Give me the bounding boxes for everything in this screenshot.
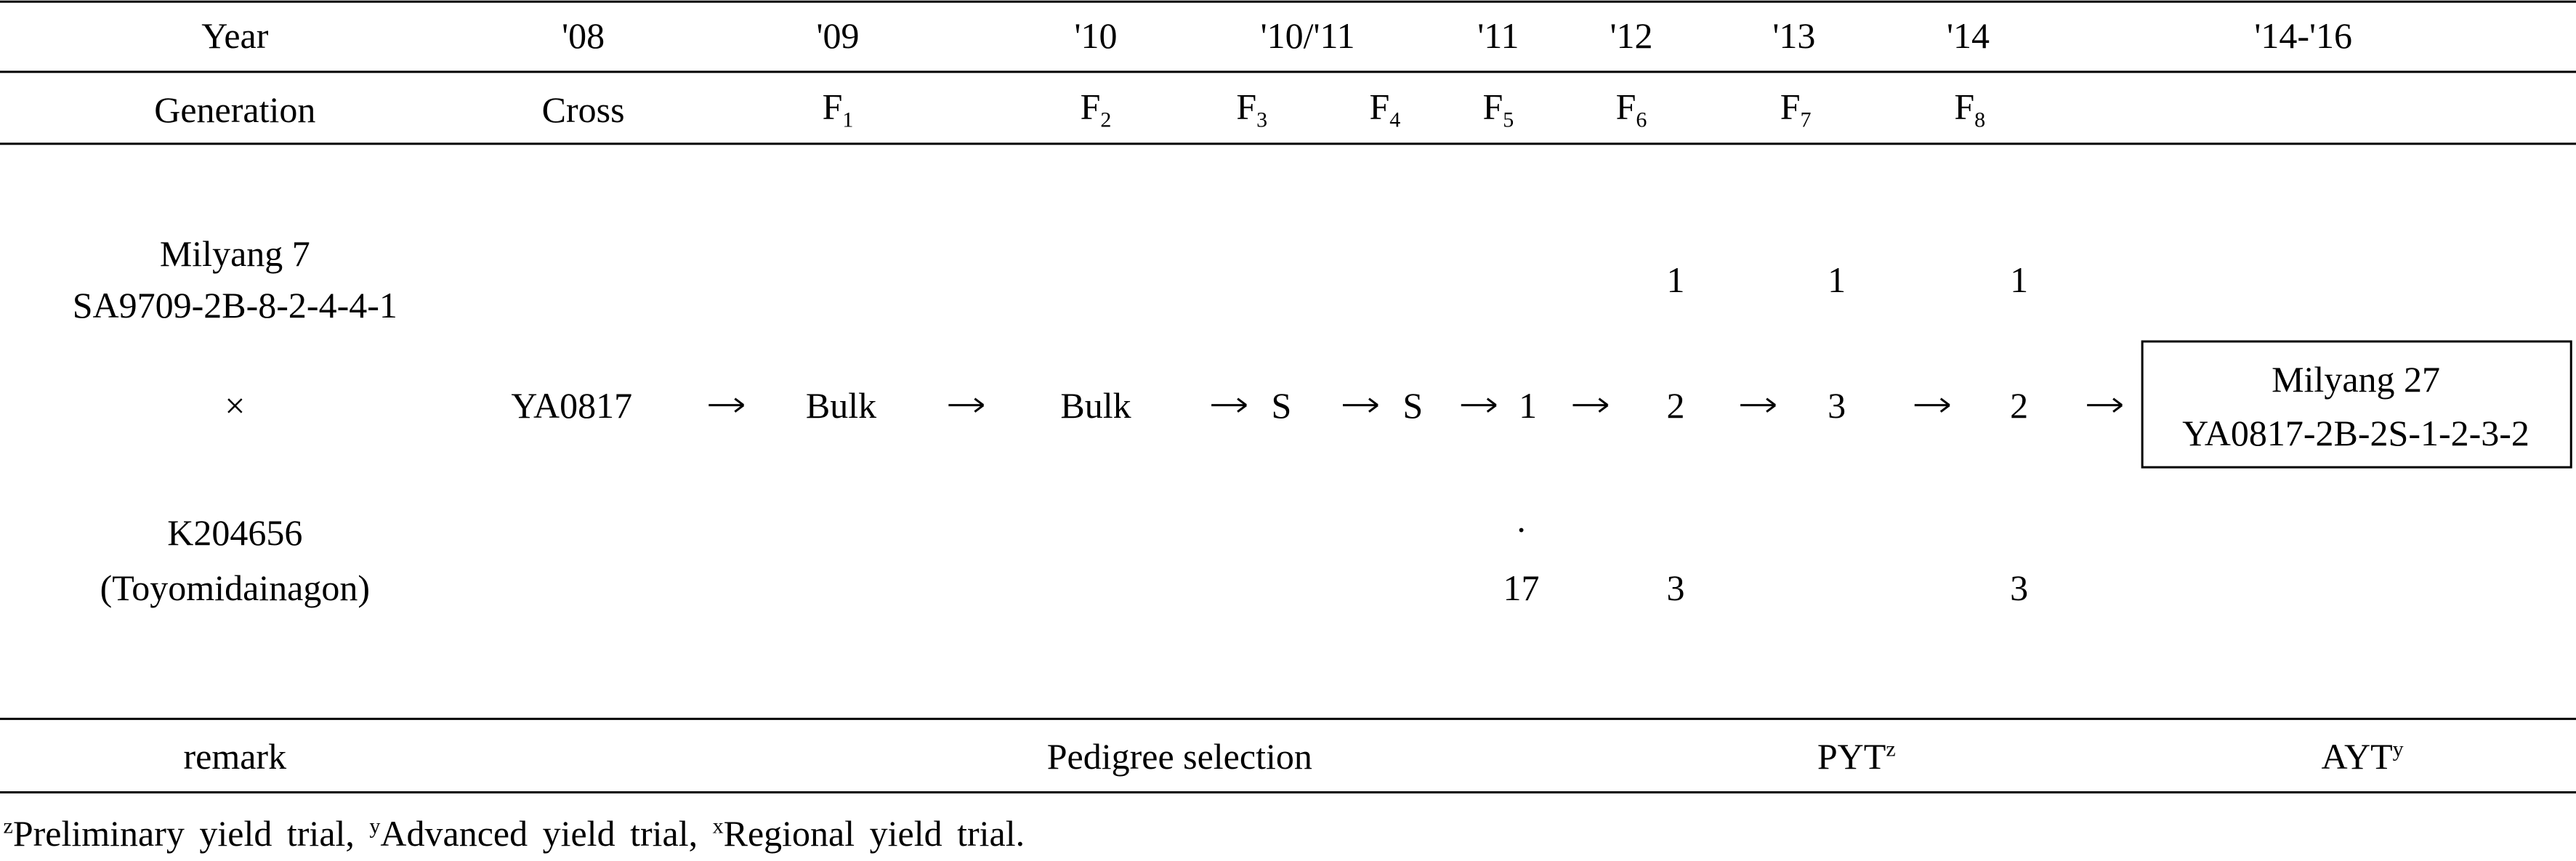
arrow-head	[974, 397, 985, 406]
arrow-head	[1237, 404, 1248, 413]
year: '14	[1946, 15, 1990, 57]
arrow-head	[1766, 397, 1777, 406]
generation-base: F	[1369, 86, 1390, 127]
footnote-text: Advanced yield trial,	[380, 812, 713, 854]
selected-lines: 1	[2010, 259, 2029, 300]
selected-lines: 3	[1666, 567, 1685, 609]
arrow-head	[2112, 397, 2123, 406]
year: '14-'16	[2254, 15, 2353, 57]
arrow-head	[1766, 404, 1777, 413]
year: '10	[1074, 15, 1118, 57]
year: '12	[1610, 15, 1653, 57]
generation-sub: 2	[1100, 108, 1112, 132]
arrow-head	[1237, 397, 1248, 406]
generation: F2	[1081, 88, 1112, 131]
selected-lines: 1	[1828, 259, 1846, 300]
flow-step: 3	[1828, 384, 1846, 426]
remark-text: AYT	[2321, 736, 2393, 777]
selected-lines: ·	[1515, 509, 1527, 550]
generation-sub: 6	[1636, 108, 1647, 132]
female-parent-line: SA9709-2B-8-2-4-4-1	[72, 285, 397, 326]
remark-sup: y	[2392, 737, 2404, 761]
arrow-head	[1939, 404, 1950, 413]
footnote: zPreliminary yield trial, yAdvanced yiel…	[4, 815, 1025, 852]
year: '10/'11	[1260, 15, 1355, 57]
remark-label: remark	[183, 736, 287, 777]
result-line: YA0817-2B-2S-1-2-3-2	[2182, 412, 2529, 453]
selected-lines: 3	[2010, 567, 2029, 609]
generation-sub: 4	[1389, 108, 1401, 132]
flow-step: YA0817	[511, 384, 633, 426]
footnote-mark: z	[3, 814, 13, 838]
flow-step: S	[1402, 384, 1424, 426]
year: '13	[1772, 15, 1816, 57]
generation-sub: 8	[1974, 108, 1986, 132]
result-box	[2141, 340, 2572, 469]
flow-step: Bulk	[805, 384, 877, 426]
generation-label: Generation	[154, 89, 316, 130]
result-name: Milyang 27	[2272, 358, 2441, 400]
remark-pyt: PYTz	[1817, 738, 1896, 775]
generation-base: F	[1780, 86, 1801, 127]
remark-text: PYT	[1817, 736, 1886, 777]
male-parent: K204656	[167, 512, 303, 554]
generation: F5	[1482, 88, 1514, 131]
arrow-head	[2112, 404, 2123, 413]
year: '08	[562, 15, 605, 57]
arrow-head	[1486, 404, 1497, 413]
remark-sup: z	[1886, 737, 1896, 761]
arrow-head	[1368, 397, 1378, 406]
year: '11	[1477, 15, 1519, 57]
year-label: Year	[201, 15, 269, 57]
generation: F1	[823, 88, 854, 131]
year: '09	[816, 15, 860, 57]
generation: F4	[1369, 88, 1400, 131]
generation-base: F	[1954, 86, 1975, 127]
arrow-head	[734, 404, 745, 413]
flow-step: 2	[2010, 384, 2029, 426]
generation-base: F	[822, 86, 843, 127]
arrow-head	[974, 404, 985, 413]
footnote-text: Regional yield trial.	[723, 812, 1025, 854]
arrow-head	[1598, 397, 1609, 406]
arrow-head	[1598, 404, 1609, 413]
generation-base: F	[1080, 86, 1101, 127]
remark-pedigree: Pedigree selection	[1046, 736, 1312, 777]
generation-sub: 1	[842, 108, 854, 132]
generation-sub: 3	[1256, 108, 1268, 132]
generation-base: F	[1236, 86, 1257, 127]
male-parent-line: (Toyomidainagon)	[100, 567, 371, 609]
selected-lines: 17	[1503, 567, 1540, 609]
arrow-head	[734, 397, 745, 406]
arrow-head	[1368, 404, 1378, 413]
remark-ayt: AYTy	[2321, 738, 2403, 775]
flow-step: 2	[1666, 384, 1685, 426]
generation: F8	[1954, 88, 1985, 131]
generation: Cross	[541, 89, 625, 130]
generation-base: F	[1615, 86, 1636, 127]
arrow-head	[1939, 397, 1950, 406]
footnote-mark: y	[369, 814, 381, 838]
generation-sub: 5	[1503, 108, 1514, 132]
flow-step: Bulk	[1060, 384, 1131, 426]
flow-step: 1	[1519, 384, 1538, 426]
generation: F6	[1616, 88, 1647, 131]
footnote-text: Preliminary yield trial,	[12, 812, 370, 854]
generation: F3	[1236, 88, 1267, 131]
female-parent: Milyang 7	[159, 233, 310, 274]
generation: F7	[1780, 88, 1812, 131]
selected-lines: 1	[1666, 259, 1685, 300]
cross-symbol: ×	[225, 384, 246, 426]
generation-base: F	[1482, 86, 1503, 127]
footnote-mark: x	[712, 814, 724, 838]
arrow-head	[1486, 397, 1497, 406]
flow-step: S	[1271, 384, 1292, 426]
generation-sub: 7	[1800, 108, 1812, 132]
